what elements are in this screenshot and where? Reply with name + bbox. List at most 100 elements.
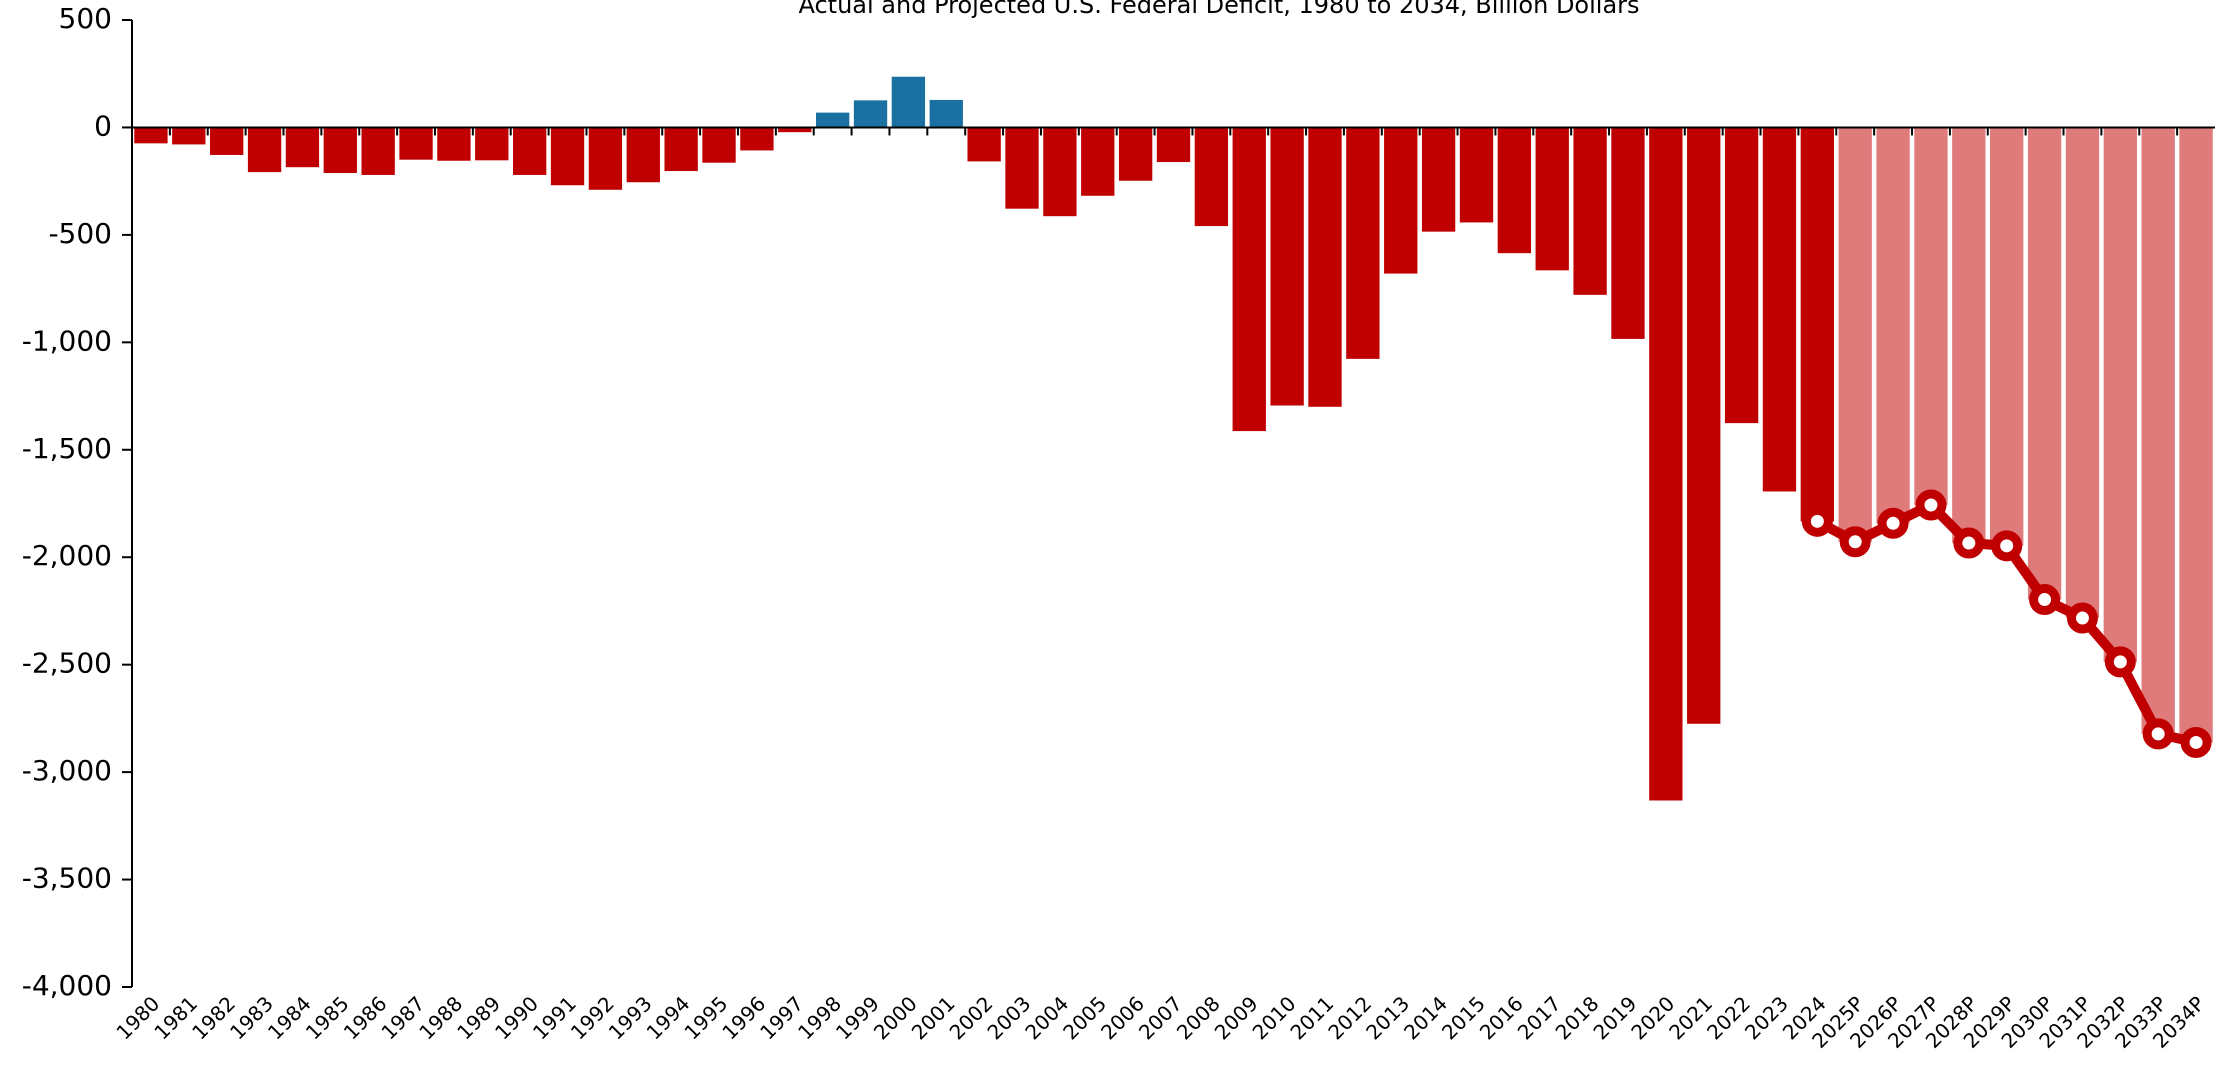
y-tick-label: -1,000 [22,324,112,357]
x-tick-label: 1989 [452,991,505,1044]
x-tick-label: 1985 [301,991,354,1044]
x-tick-label: 2011 [1285,991,1338,1044]
bar [134,127,168,144]
bar [210,127,244,155]
x-tick-label: 1981 [149,991,202,1044]
x-tick-label: 1992 [566,991,619,1044]
y-tick-label: -3,000 [22,754,112,787]
x-tick-label: 1997 [755,991,808,1044]
x-tick-label: 1999 [831,991,884,1044]
x-tick-label: 2002 [945,991,998,1044]
bar [323,127,357,174]
line-marker [1915,489,1947,521]
bar [1535,127,1569,271]
bar [1118,127,1153,181]
bar [1156,127,1191,163]
bar [929,99,963,128]
x-tick-label: 2015 [1437,991,1490,1044]
x-tick-label: 2014 [1399,991,1452,1044]
bar [1459,127,1494,223]
bar [437,127,471,161]
line-marker [2142,718,2174,750]
bar [1800,127,1835,522]
bar [1990,127,2024,546]
bar [702,127,736,163]
line-marker [1801,505,1833,537]
chart-title: Actual and Projected U.S. Federal Defici… [798,0,1639,19]
bar [740,127,774,151]
x-tick-label: 2013 [1361,991,1414,1044]
x-tick-label: 2021 [1664,991,1717,1044]
bar [815,112,850,128]
bar [2141,127,2175,734]
bar [664,127,698,172]
bar [1421,127,1456,232]
x-tick-label: 2000 [869,991,922,1044]
x-tick-label: 1982 [187,991,240,1044]
x-tick-label: 2016 [1475,991,1528,1044]
bar [1762,127,1797,492]
line-marker [1877,507,1909,539]
y-tick-label: -3,500 [22,862,112,895]
x-tick-label: 1993 [604,991,657,1044]
x-tick-label: 2003 [982,991,1035,1044]
y-tick-label: -4,000 [22,969,112,1002]
line-marker [1839,526,1871,558]
x-tick-label: 2017 [1513,991,1566,1044]
bar [1573,127,1607,295]
bar [1384,127,1418,274]
bar [778,127,812,133]
x-tick-label: 1998 [793,991,846,1044]
bar [399,127,433,160]
bar [1838,127,1872,542]
bar [361,127,395,175]
bar [1497,127,1532,254]
line-marker [2066,602,2098,634]
x-tick-label: 1990 [490,991,543,1044]
y-tick-label: -2,500 [22,647,112,680]
y-tick-label: -2,000 [22,539,112,572]
x-tick-label: 2005 [1058,991,1111,1044]
y-tick-label: -500 [48,217,112,250]
x-tick-label: 2004 [1020,991,1073,1044]
x-tick-label: 1984 [263,991,316,1044]
bar [1081,127,1115,196]
bar [1194,127,1229,227]
bar [550,127,585,186]
bar [2065,127,2100,619]
x-tick-label: 2007 [1134,991,1187,1044]
x-tick-label: 2023 [1740,991,1793,1044]
bar [626,127,660,183]
x-tick-label: 1988 [414,991,467,1044]
bar [172,127,206,145]
x-tick-label: 2009 [1210,991,1263,1044]
bar [2103,127,2137,662]
line-marker [1953,527,1985,559]
bar [475,127,509,161]
bar [1232,127,1266,432]
line-marker [2180,726,2212,758]
x-tick-label: 1987 [377,991,430,1044]
line-marker [2104,646,2136,678]
bar [853,100,888,128]
y-tick-label: 500 [59,2,112,35]
y-tick-label: 0 [94,109,112,142]
x-tick-label: 1986 [339,991,392,1044]
bar [1724,127,1759,424]
x-tick-label: 2001 [907,991,960,1044]
bar [285,127,320,168]
bar [891,76,926,128]
x-tick-label: 2010 [1248,991,1301,1044]
bar [1952,127,1986,544]
bar [512,127,547,175]
x-tick-label: 1991 [528,991,581,1044]
bar [1270,127,1304,406]
bar [1687,127,1721,724]
x-tick-label: 2020 [1626,991,1679,1044]
bar [1611,127,1645,339]
bar [1308,127,1342,407]
x-tick-label: 1983 [225,991,278,1044]
bar [1914,127,1948,506]
bar [967,127,1001,162]
